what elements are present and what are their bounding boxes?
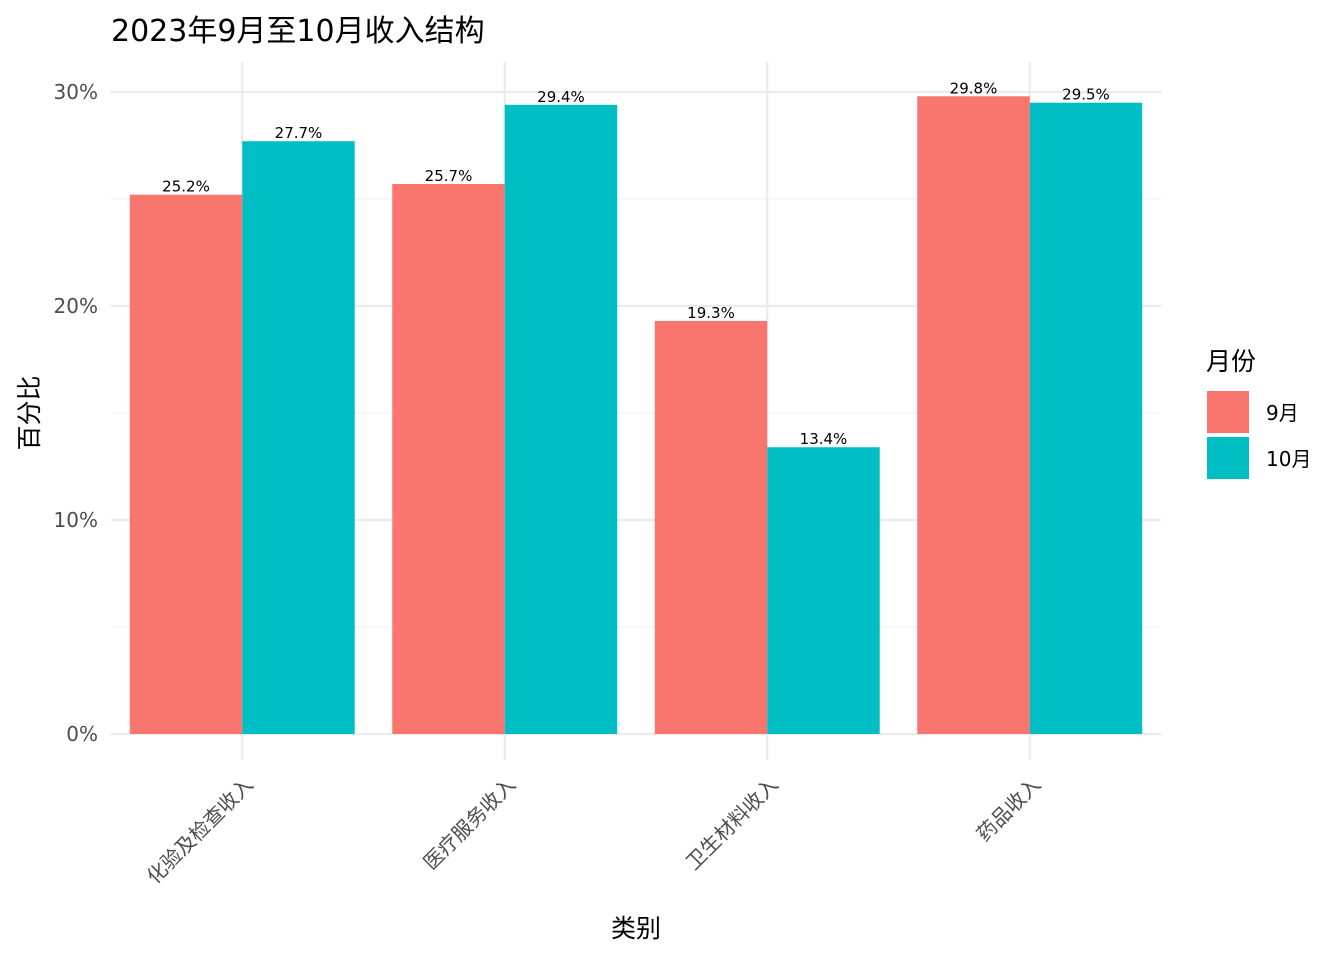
bar-value-label: 29.8% — [950, 79, 998, 97]
bar — [917, 96, 1030, 734]
legend: 月份 9月 10月 — [1206, 347, 1311, 479]
bar-value-label: 27.7% — [275, 124, 323, 142]
legend-items: 9月 10月 — [1207, 391, 1311, 479]
y-tick-label: 0% — [66, 722, 98, 746]
legend-label: 10月 — [1266, 447, 1311, 471]
bar-value-label: 29.4% — [537, 88, 585, 106]
x-tick-label: 卫生材料收入 — [681, 773, 783, 875]
legend-label: 9月 — [1266, 401, 1299, 425]
legend-key — [1207, 391, 1249, 433]
x-tick-label: 医疗服务收入 — [418, 773, 520, 875]
legend-key — [1207, 437, 1249, 479]
x-axis: 化验及检查收入 医疗服务收入 卫生材料收入 药品收入 — [142, 773, 1045, 889]
x-tick-label: 化验及检查收入 — [142, 773, 258, 889]
bar — [767, 447, 880, 734]
bar-value-label: 13.4% — [800, 430, 848, 448]
bar-value-label: 19.3% — [687, 304, 735, 322]
bar — [654, 320, 768, 734]
bar — [392, 184, 505, 734]
y-tick-label: 20% — [54, 294, 98, 318]
bar — [504, 104, 618, 735]
bar-value-label: 29.5% — [1062, 86, 1110, 104]
bar-labels: 25.2% 27.7% 25.7% 29.4% 19.3% 13.4% 29.8% 29.5% — [162, 79, 1110, 448]
bar — [129, 194, 243, 735]
chart-title: 2023年9月至10月收入结构 — [111, 14, 485, 49]
y-tick-label: 30% — [54, 80, 98, 104]
bar — [242, 141, 355, 735]
bar-value-label: 25.2% — [162, 178, 210, 196]
y-axis: 0% 10% 20% 30% — [54, 80, 98, 746]
x-tick-label: 药品收入 — [972, 773, 1046, 847]
bar — [1029, 102, 1143, 734]
bar-value-label: 25.7% — [425, 167, 473, 185]
x-axis-title: 类别 — [611, 914, 661, 943]
y-axis-title: 百分比 — [15, 375, 44, 450]
y-tick-label: 10% — [54, 508, 98, 532]
legend-title: 月份 — [1206, 347, 1256, 376]
bars — [129, 96, 1143, 735]
